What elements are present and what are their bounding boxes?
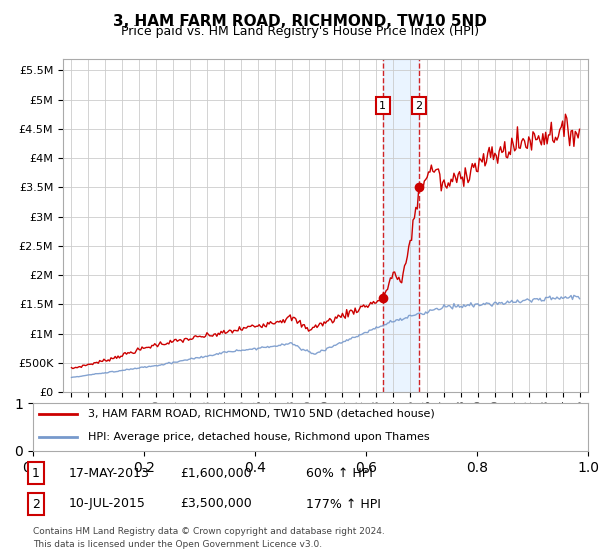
Text: 1: 1 xyxy=(32,466,40,480)
Text: HPI: Average price, detached house, Richmond upon Thames: HPI: Average price, detached house, Rich… xyxy=(89,432,430,442)
Text: £3,500,000: £3,500,000 xyxy=(180,497,252,511)
Text: 1: 1 xyxy=(379,101,386,110)
Text: £1,600,000: £1,600,000 xyxy=(180,466,251,480)
Text: This data is licensed under the Open Government Licence v3.0.: This data is licensed under the Open Gov… xyxy=(33,540,322,549)
Text: 60% ↑ HPI: 60% ↑ HPI xyxy=(306,466,373,480)
Text: 3, HAM FARM ROAD, RICHMOND, TW10 5ND (detached house): 3, HAM FARM ROAD, RICHMOND, TW10 5ND (de… xyxy=(89,409,435,419)
Text: 17-MAY-2013: 17-MAY-2013 xyxy=(69,466,150,480)
Text: 3, HAM FARM ROAD, RICHMOND, TW10 5ND: 3, HAM FARM ROAD, RICHMOND, TW10 5ND xyxy=(113,14,487,29)
Text: 2: 2 xyxy=(32,497,40,511)
Text: Contains HM Land Registry data © Crown copyright and database right 2024.: Contains HM Land Registry data © Crown c… xyxy=(33,528,385,536)
Text: 177% ↑ HPI: 177% ↑ HPI xyxy=(306,497,381,511)
Text: 2: 2 xyxy=(416,101,422,110)
Text: 10-JUL-2015: 10-JUL-2015 xyxy=(69,497,146,511)
Bar xyxy=(383,59,419,392)
Text: Price paid vs. HM Land Registry's House Price Index (HPI): Price paid vs. HM Land Registry's House … xyxy=(121,25,479,38)
